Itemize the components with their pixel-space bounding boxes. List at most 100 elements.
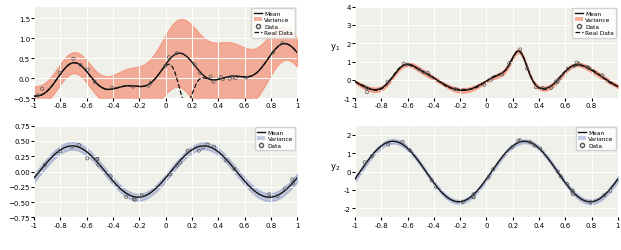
Point bbox=[551, 80, 561, 84]
Point bbox=[362, 87, 372, 91]
Point bbox=[535, 147, 545, 151]
Point bbox=[106, 174, 116, 178]
Point bbox=[129, 197, 138, 201]
Point bbox=[586, 200, 596, 204]
Point bbox=[130, 198, 140, 202]
Point bbox=[75, 64, 85, 68]
Point bbox=[288, 178, 297, 182]
Point bbox=[218, 78, 228, 82]
Point bbox=[569, 64, 579, 68]
Legend: Mean, Variance, Data, Real Data: Mean, Variance, Data, Real Data bbox=[252, 9, 296, 38]
Point bbox=[431, 185, 441, 189]
Point bbox=[405, 149, 415, 153]
Point bbox=[40, 163, 50, 167]
Point bbox=[143, 84, 153, 88]
Point bbox=[497, 73, 507, 77]
Point bbox=[67, 145, 77, 149]
Point bbox=[172, 164, 182, 168]
Point bbox=[515, 139, 525, 143]
Point bbox=[397, 140, 407, 144]
Point bbox=[137, 193, 147, 197]
Point bbox=[486, 78, 496, 82]
Point bbox=[265, 192, 274, 196]
Point bbox=[230, 77, 240, 81]
Point bbox=[469, 195, 479, 199]
Point bbox=[402, 63, 412, 67]
Point bbox=[183, 149, 193, 153]
Point bbox=[414, 68, 424, 72]
Point bbox=[68, 58, 78, 62]
Point bbox=[468, 196, 478, 200]
Point bbox=[209, 145, 219, 149]
Point bbox=[107, 86, 117, 90]
Point bbox=[367, 154, 377, 158]
Point bbox=[175, 161, 185, 165]
Point bbox=[146, 81, 156, 85]
Point bbox=[160, 65, 170, 69]
Point bbox=[427, 178, 437, 182]
Point bbox=[209, 80, 219, 84]
Point bbox=[93, 158, 102, 162]
Point bbox=[164, 56, 174, 60]
Point bbox=[360, 160, 369, 164]
Point bbox=[74, 143, 84, 147]
Point bbox=[121, 195, 131, 199]
Point bbox=[268, 51, 278, 55]
Legend: Mean, Variance, Data: Mean, Variance, Data bbox=[576, 128, 616, 151]
Point bbox=[383, 143, 393, 147]
Point bbox=[288, 182, 298, 186]
Point bbox=[568, 189, 578, 193]
Point bbox=[514, 139, 524, 143]
Point bbox=[458, 200, 468, 204]
Point bbox=[584, 67, 594, 71]
Point bbox=[241, 76, 251, 80]
Point bbox=[90, 81, 100, 85]
Point bbox=[599, 194, 609, 198]
Point bbox=[469, 192, 479, 196]
Point bbox=[206, 75, 215, 79]
Point bbox=[568, 190, 578, 194]
Point bbox=[450, 88, 460, 92]
Point bbox=[171, 52, 181, 56]
Point bbox=[423, 71, 433, 75]
Point bbox=[522, 67, 532, 71]
Point bbox=[555, 78, 564, 82]
Point bbox=[553, 80, 563, 84]
Point bbox=[515, 48, 525, 52]
Point bbox=[221, 159, 231, 163]
Point bbox=[55, 71, 65, 75]
Point bbox=[93, 157, 102, 161]
Point bbox=[484, 175, 494, 179]
Point bbox=[383, 80, 392, 84]
Y-axis label: y$_2$: y$_2$ bbox=[330, 161, 340, 172]
Point bbox=[507, 146, 517, 150]
Point bbox=[362, 91, 372, 95]
Point bbox=[229, 167, 239, 171]
Point bbox=[504, 62, 514, 66]
Point bbox=[195, 72, 205, 76]
Point bbox=[194, 149, 204, 153]
Point bbox=[488, 168, 498, 172]
Point bbox=[278, 42, 288, 46]
Point bbox=[198, 146, 208, 150]
Point bbox=[33, 94, 43, 98]
Point bbox=[568, 192, 578, 196]
Point bbox=[273, 194, 283, 198]
Point bbox=[556, 175, 566, 179]
Point bbox=[128, 85, 138, 89]
Legend: Mean, Variance, Data: Mean, Variance, Data bbox=[255, 128, 296, 151]
Point bbox=[574, 62, 584, 66]
Point bbox=[419, 71, 428, 75]
Point bbox=[538, 86, 548, 90]
Point bbox=[525, 141, 535, 145]
Point bbox=[597, 74, 607, 78]
Point bbox=[216, 76, 226, 80]
Point bbox=[165, 173, 175, 177]
Legend: Mean, Variance, Data, Real Data: Mean, Variance, Data, Real Data bbox=[572, 9, 616, 38]
Point bbox=[93, 163, 103, 167]
Point bbox=[189, 63, 199, 67]
Point bbox=[553, 170, 563, 174]
Point bbox=[82, 157, 92, 161]
Point bbox=[563, 182, 573, 186]
Point bbox=[37, 88, 47, 92]
